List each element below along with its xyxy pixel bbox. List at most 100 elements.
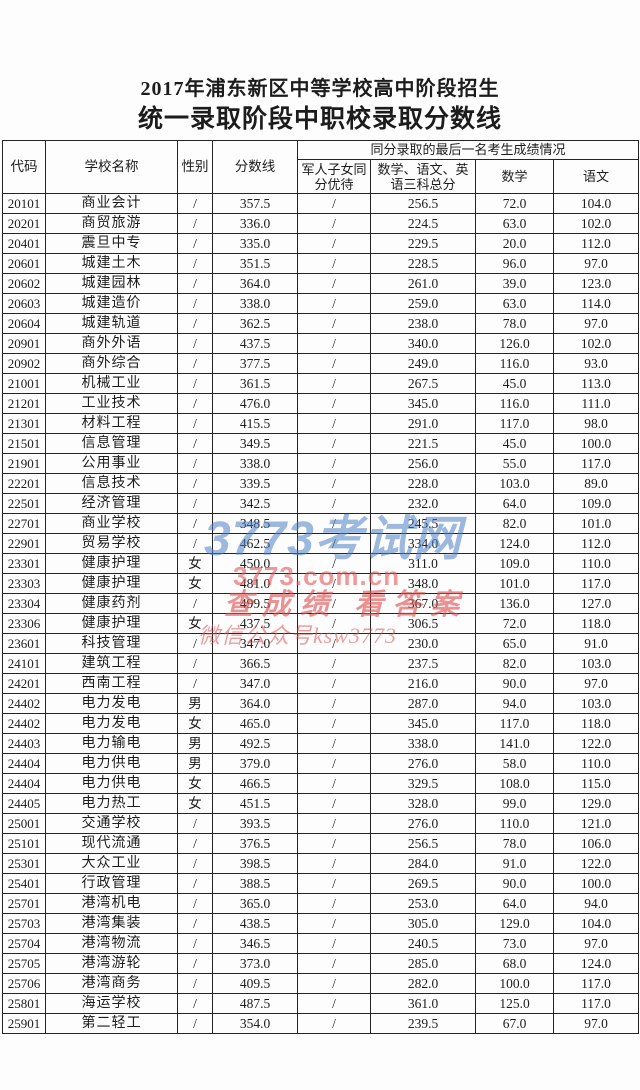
cell-three-subject-total: 237.5 [370, 653, 476, 674]
cell-score-line: 393.5 [212, 813, 298, 834]
cell-math: 82.0 [475, 653, 554, 674]
cell-score-line: 450.0 [212, 553, 298, 574]
cell-gender: / [177, 1013, 213, 1034]
cell-code: 20201 [2, 213, 46, 234]
cell-military-preference: / [297, 373, 371, 394]
cell-chinese: 117.0 [552, 573, 640, 594]
cell-score-line: 409.5 [212, 973, 298, 994]
cell-code: 20902 [2, 353, 46, 374]
cell-military-preference: / [297, 513, 371, 534]
cell-military-preference: / [297, 693, 371, 714]
cell-gender: 男 [177, 733, 213, 754]
cell-chinese: 124.0 [552, 953, 640, 974]
cell-gender: / [177, 593, 213, 614]
table-row: 20603 城建造价/338.0/259.0 63.0 114.0 [2, 293, 640, 314]
cell-gender: / [177, 953, 213, 974]
cell-military-preference: / [297, 953, 371, 974]
cell-chinese: 114.0 [552, 293, 640, 314]
cell-military-preference: / [297, 573, 371, 594]
cell-chinese: 97.0 [552, 933, 640, 954]
cell-three-subject-total: 282.0 [370, 973, 476, 994]
cell-three-subject-total: 306.5 [370, 613, 476, 634]
cell-three-subject-total: 284.0 [370, 853, 476, 874]
document-subtitle: 统一录取阶段中职校录取分数线 [137, 105, 502, 133]
cell-school: 电力发电 [45, 693, 178, 714]
cell-three-subject-total: 267.5 [370, 373, 476, 394]
table-row: 25801 海运学校/487.5/361.0 125.0 117.0 [2, 993, 640, 1014]
cell-school: 震旦中专 [45, 233, 178, 254]
cell-three-subject-total: 216.0 [370, 673, 476, 694]
cell-school: 商外综合 [45, 353, 178, 374]
cell-math: 117.0 [475, 413, 554, 434]
cell-score-line: 499.5 [212, 593, 298, 614]
cell-chinese: 115.0 [552, 773, 640, 794]
cell-gender: / [177, 273, 213, 294]
cell-score-line: 451.5 [212, 793, 298, 814]
table-row: 23601 科技管理/347.0/230.0 65.0 91.0 [2, 633, 640, 654]
cell-three-subject-total: 311.0 [370, 553, 476, 574]
header-math: 数学 [475, 159, 554, 194]
cell-school: 电力供电 [45, 773, 178, 794]
cell-chinese: 121.0 [552, 813, 640, 834]
cell-three-subject-total: 256.5 [370, 833, 476, 854]
cell-military-preference: / [297, 393, 371, 414]
cell-school: 商业会计 [45, 193, 178, 214]
cell-score-line: 364.0 [212, 273, 298, 294]
cell-score-line: 379.0 [212, 753, 298, 774]
cell-chinese: 112.0 [552, 533, 640, 554]
cell-score-line: 338.0 [212, 453, 298, 474]
cell-code: 25401 [2, 873, 46, 894]
table-row: 21901 公用事业/338.0/256.0 55.0 117.0 [2, 453, 640, 474]
cell-school: 第二轻工 [45, 1013, 178, 1034]
table-row: 25703 港湾集装/438.5/305.0 129.0 104.0 [2, 913, 640, 934]
table-row: 20602 城建园林/364.0/261.0 39.0 123.0 [2, 273, 640, 294]
cell-chinese: 110.0 [552, 553, 640, 574]
cell-gender: 女 [177, 613, 213, 634]
cell-gender: / [177, 913, 213, 934]
cell-military-preference: / [297, 993, 371, 1014]
cell-code: 24404 [2, 753, 46, 774]
cell-military-preference: / [297, 313, 371, 334]
table-row: 20601 城建土木/351.5/228.5 96.0 97.0 [2, 253, 640, 274]
cell-math: 116.0 [475, 353, 554, 374]
header-same-score-group: 同分录取的最后一名考生成绩情况 [296, 140, 640, 160]
cell-chinese: 97.0 [552, 253, 640, 274]
cell-three-subject-total: 276.0 [370, 753, 476, 774]
cell-code: 23306 [2, 613, 46, 634]
cell-military-preference: / [297, 453, 371, 474]
cell-school: 商业学校 [45, 513, 178, 534]
cell-code: 21201 [2, 393, 46, 414]
cell-military-preference: / [297, 633, 371, 654]
cell-math: 117.0 [475, 713, 554, 734]
cell-gender: / [177, 853, 213, 874]
cell-military-preference: / [297, 253, 371, 274]
cell-math: 65.0 [475, 633, 554, 654]
cell-chinese: 100.0 [552, 433, 640, 454]
cell-three-subject-total: 340.0 [370, 333, 476, 354]
cell-chinese: 109.0 [552, 493, 640, 514]
cell-code: 25101 [2, 833, 46, 854]
cell-code: 24402 [2, 693, 46, 714]
cell-three-subject-total: 245.5 [370, 513, 476, 534]
cell-military-preference: / [297, 413, 371, 434]
cell-school: 机械工业 [45, 373, 178, 394]
cell-math: 96.0 [475, 253, 554, 274]
cell-gender: / [177, 213, 213, 234]
header-score-line: 分数线 [212, 140, 298, 194]
cell-math: 72.0 [475, 613, 554, 634]
cell-math: 124.0 [475, 533, 554, 554]
cell-military-preference: / [297, 553, 371, 574]
cell-gender: / [177, 493, 213, 514]
cell-school: 健康护理 [45, 553, 178, 574]
cell-military-preference: / [297, 213, 371, 234]
cell-school: 科技管理 [45, 633, 178, 654]
table-row: 21201 工业技术/476.0/345.0 116.0 111.0 [2, 393, 640, 414]
cell-math: 20.0 [475, 233, 554, 254]
cell-school: 港湾机电 [45, 893, 178, 914]
table-row: 22701 商业学校/348.5/245.5 82.0 101.0 [2, 513, 640, 534]
cell-code: 20101 [2, 193, 46, 214]
cell-score-line: 476.0 [212, 393, 298, 414]
cell-score-line: 481.0 [212, 573, 298, 594]
cell-chinese: 103.0 [552, 653, 640, 674]
table-body: 20101 商业会计/357.5/256.5 72.0 104.0 20201 商贸旅游 /… [2, 193, 640, 1034]
